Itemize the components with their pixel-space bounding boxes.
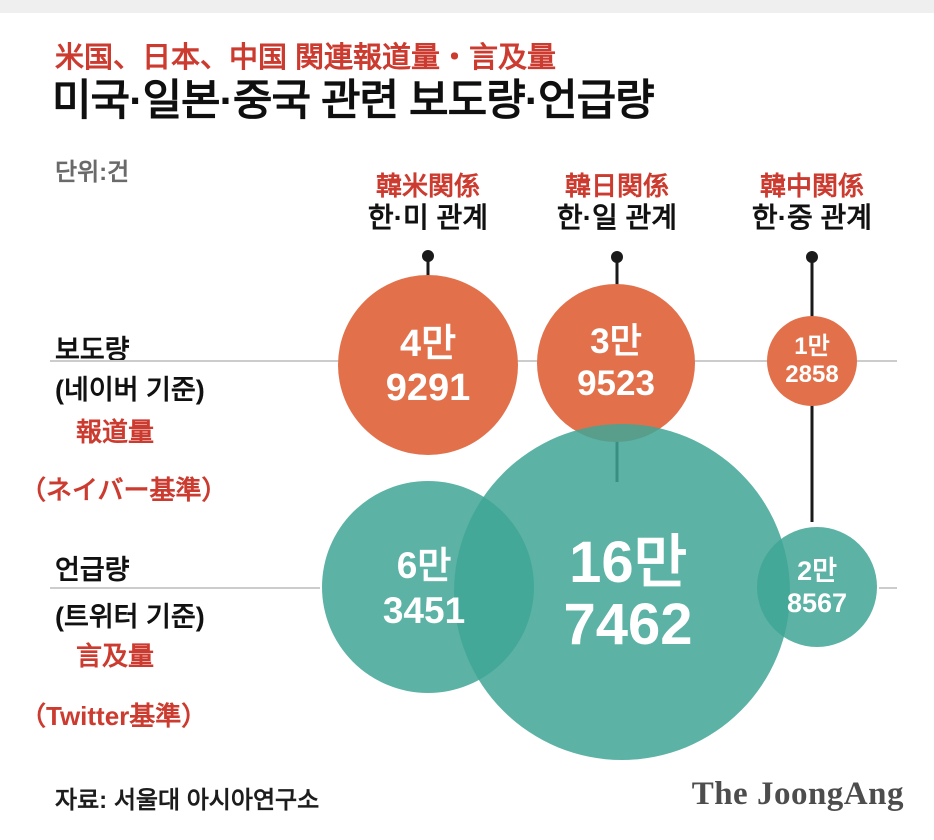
row2-sublabel-japanese: （Twitter基準） (20, 701, 208, 731)
column-header-korea-us: 韓米関係 한·미 관계 (318, 172, 538, 234)
column-header-jp: 韓日関係 (564, 171, 669, 201)
top-border-strip (0, 0, 934, 13)
row1-sublabel-japanese: （ネイバー基準） (20, 475, 228, 505)
value-mentions-japan-line1: 16만 (569, 530, 687, 595)
column-header-korea-china: 韓中関係 한·중 관계 (702, 172, 922, 234)
connector-dot-1 (422, 250, 434, 262)
value-mentions-us-line1: 6만 (397, 545, 452, 586)
value-coverage-japan-line1: 3만 (590, 322, 642, 361)
value-mentions-china-line1: 2만 (797, 556, 837, 586)
value-coverage-china-line1: 1만 (794, 333, 829, 360)
publisher-logo: The JoongAng (691, 776, 904, 812)
row2-label-japanese: 言及量 (76, 641, 155, 671)
connector-dot-2 (611, 251, 623, 263)
bubble-mentions-japan (454, 424, 790, 760)
value-coverage-us-line2: 9291 (386, 367, 471, 409)
source-credit: 자료: 서울대 아시아연구소 (55, 787, 320, 814)
value-mentions-us-line2: 3451 (383, 590, 465, 631)
unit-label: 단위:건 (55, 159, 130, 186)
column-header-jp: 韓中関係 (759, 171, 864, 201)
bubble-coverage-china (767, 316, 857, 406)
column-header-kr: 한·미 관계 (367, 201, 489, 233)
bubble-coverage-japan (537, 284, 695, 442)
title-korean: 미국·일본·중국 관련 보도량·언급량 (52, 77, 655, 125)
column-header-korea-japan: 韓日関係 한·일 관계 (507, 172, 727, 234)
bubble-coverage-us (338, 275, 518, 455)
row1-sublabel-korean: (네이버 기준) (55, 375, 205, 405)
row2-label-korean: 언급량 (55, 555, 130, 585)
value-coverage-japan-line2: 9523 (577, 364, 655, 403)
value-coverage-china-line2: 2858 (785, 361, 838, 388)
bubble-mentions-china (757, 527, 877, 647)
column-header-kr: 한·중 관계 (751, 201, 873, 233)
value-mentions-china-line2: 8567 (787, 588, 847, 618)
value-mentions-japan-line2: 7462 (563, 592, 692, 657)
connector-dot-3 (806, 251, 818, 263)
title-japanese: 米国、日本、中国 関連報道量・言及量 (55, 42, 557, 74)
row2-sublabel-korean: (트위터 기준) (55, 602, 205, 632)
value-coverage-us-line1: 4만 (400, 323, 456, 365)
column-header-jp: 韓米関係 (375, 171, 480, 201)
row1-label-japanese: 報道量 (76, 417, 155, 447)
column-header-kr: 한·일 관계 (556, 201, 678, 233)
